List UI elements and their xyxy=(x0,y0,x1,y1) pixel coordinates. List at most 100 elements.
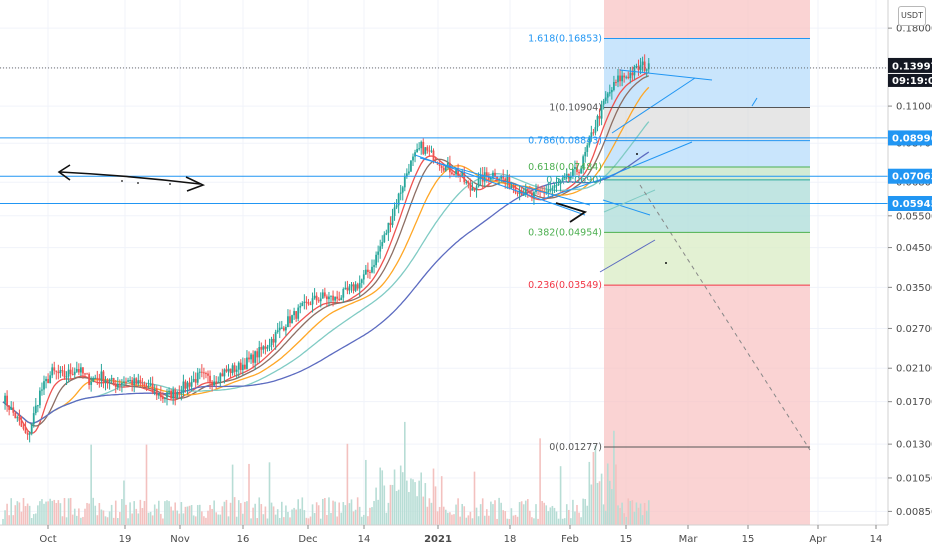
candle-body xyxy=(252,354,254,363)
volume-bar xyxy=(131,513,133,525)
candle-body xyxy=(266,347,269,349)
volume-bar xyxy=(10,498,12,525)
trendline[interactable] xyxy=(419,157,591,206)
volume-bar xyxy=(582,498,584,525)
volume-bar xyxy=(133,501,135,525)
candle-body xyxy=(373,265,375,267)
triangle-upper-line[interactable] xyxy=(619,69,713,81)
volume-bar xyxy=(213,500,215,525)
level-price-tag[interactable] xyxy=(888,130,932,146)
volume-bar xyxy=(65,517,68,525)
volume-bar xyxy=(196,505,199,525)
volume-bar xyxy=(104,516,107,525)
level-price-tag[interactable] xyxy=(888,195,932,211)
volume-bar xyxy=(424,483,427,525)
candle-body xyxy=(627,76,630,79)
time-axis[interactable]: Oct 19 Nov 16 Dec 14 2021 18 Feb 15 Mar 15 Apr 14 xyxy=(0,524,932,550)
volume-bar xyxy=(201,511,203,525)
volume-bar xyxy=(367,516,369,525)
candle-body xyxy=(565,173,568,177)
candle-body xyxy=(30,424,33,434)
candle-body xyxy=(467,182,470,184)
volume-bar xyxy=(289,517,291,525)
candle-body xyxy=(118,383,121,385)
candle-body xyxy=(358,282,361,289)
candle-body xyxy=(184,381,187,389)
candle-body xyxy=(385,233,388,235)
candle-body xyxy=(426,147,429,151)
candle-body xyxy=(26,433,29,435)
volume-bar xyxy=(229,502,232,525)
candle-body xyxy=(418,148,421,150)
horizontal-levels[interactable] xyxy=(0,67,888,204)
trendline[interactable] xyxy=(602,199,651,216)
candle-body xyxy=(260,347,263,350)
candle-body xyxy=(256,351,259,358)
volume-bar xyxy=(112,517,115,525)
volume-bar xyxy=(315,502,318,525)
candle-body xyxy=(393,207,396,217)
volume-bar xyxy=(8,515,10,525)
volume-bar xyxy=(408,492,410,525)
candle-body xyxy=(446,162,449,166)
candle-body xyxy=(526,188,529,192)
volume-bar xyxy=(440,476,443,525)
candle-body xyxy=(6,395,8,406)
volume-bar xyxy=(246,501,248,525)
candle-body xyxy=(104,380,107,383)
volume-bar xyxy=(488,515,490,525)
candle-body xyxy=(153,388,156,391)
currency-label[interactable]: USDT xyxy=(898,6,926,26)
volume-bar xyxy=(483,515,486,525)
candle-body xyxy=(391,216,394,226)
trendline[interactable] xyxy=(599,141,693,181)
candle-body xyxy=(516,192,519,194)
candle-body xyxy=(469,183,472,191)
volume-bar xyxy=(35,513,37,525)
candle-body xyxy=(471,188,474,191)
volume-bar xyxy=(613,430,615,525)
triangle-lower-line[interactable] xyxy=(611,77,696,134)
candle-body xyxy=(321,292,324,299)
candle-body xyxy=(621,75,623,82)
volume-bar xyxy=(647,500,650,525)
candlesticks[interactable] xyxy=(4,54,650,443)
candle-body xyxy=(606,93,609,98)
fib-retracement[interactable]: 1.618(0.16853) 1(0.10904) 0.786(0.08843) 0.… xyxy=(528,34,810,453)
candle-body xyxy=(475,186,478,191)
volume-bar xyxy=(266,518,269,525)
volume-bar xyxy=(180,502,183,525)
price-axis[interactable]: 0.180000.140000.110000.087000.068000.055… xyxy=(887,0,932,550)
drawings[interactable] xyxy=(57,69,811,451)
hand-drawn-arrow[interactable] xyxy=(59,171,201,185)
candle-body xyxy=(16,417,19,419)
trendline[interactable] xyxy=(539,177,606,201)
time-tick-label: 19 xyxy=(119,534,132,545)
last-price-tag[interactable] xyxy=(888,57,932,73)
candle-body xyxy=(289,316,291,324)
candle-body xyxy=(301,302,304,307)
time-tick-label: Mar xyxy=(679,534,699,545)
trendline[interactable] xyxy=(599,239,656,273)
candle-body xyxy=(250,354,252,360)
volume-bar xyxy=(461,503,463,525)
volume-bar xyxy=(250,518,252,525)
candle-body xyxy=(420,141,423,149)
candle-body xyxy=(485,172,488,177)
candle-body xyxy=(424,147,427,154)
volume-bar xyxy=(578,512,580,525)
volume-bar xyxy=(20,511,23,525)
volume-bar xyxy=(309,516,312,525)
candle-body xyxy=(96,377,99,379)
trendline[interactable] xyxy=(414,154,586,216)
candle-body xyxy=(248,357,250,360)
volume-bar xyxy=(602,504,605,525)
volume-bar xyxy=(381,470,384,525)
volume-bar xyxy=(80,517,82,525)
trendline[interactable] xyxy=(603,189,656,213)
level-price-tag[interactable] xyxy=(888,168,932,184)
volume-bar xyxy=(598,481,601,525)
candle-body xyxy=(198,371,201,373)
